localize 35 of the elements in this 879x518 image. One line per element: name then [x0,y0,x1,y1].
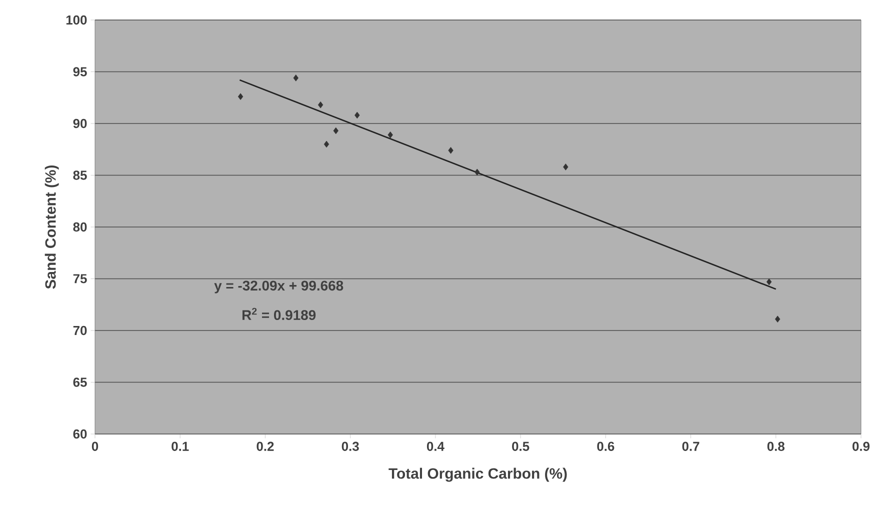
annotation: y = -32.09x + 99.668 [214,280,344,294]
y-tick-label: 70 [73,326,87,336]
x-tick-label: 0.8 [767,442,785,451]
point [238,93,244,100]
x-tick-label: 0.5 [512,442,530,451]
x-tick-label: 0.1 [172,442,189,451]
y-tick-label: 85 [73,170,87,180]
x-tick-label: 0.6 [597,442,614,451]
x-tick-label: 0.3 [342,442,359,451]
point [766,278,772,286]
point [474,168,480,176]
point [563,164,568,170]
point [293,74,298,82]
y-tick-label: 95 [73,67,87,76]
y-tick-label: 100 [66,15,87,25]
y-axis-title: Sand Content (%) [44,165,59,289]
point [324,140,330,148]
point [333,127,338,134]
point [318,101,324,108]
y-tick-label: 60 [73,429,87,439]
x-tick-label: 0.7 [682,442,700,451]
y-tick-label: 65 [73,378,87,387]
x-tick-label: 0.4 [426,442,444,451]
x-tick-label: 0.2 [256,442,274,451]
x-axis-title: Total Organic Carbon (%) [388,468,567,482]
point [354,112,360,119]
point [775,316,780,322]
point [388,131,393,138]
x-tick-label: 0 [92,442,98,451]
point [448,147,454,154]
y-tick-label: 80 [73,222,87,232]
y-tick-label: 90 [73,118,87,128]
annotation: R$^{2}$ = 0.9189 [242,308,316,320]
x-tick-label: 0.9 [852,442,870,451]
y-tick-label: 75 [73,274,87,284]
